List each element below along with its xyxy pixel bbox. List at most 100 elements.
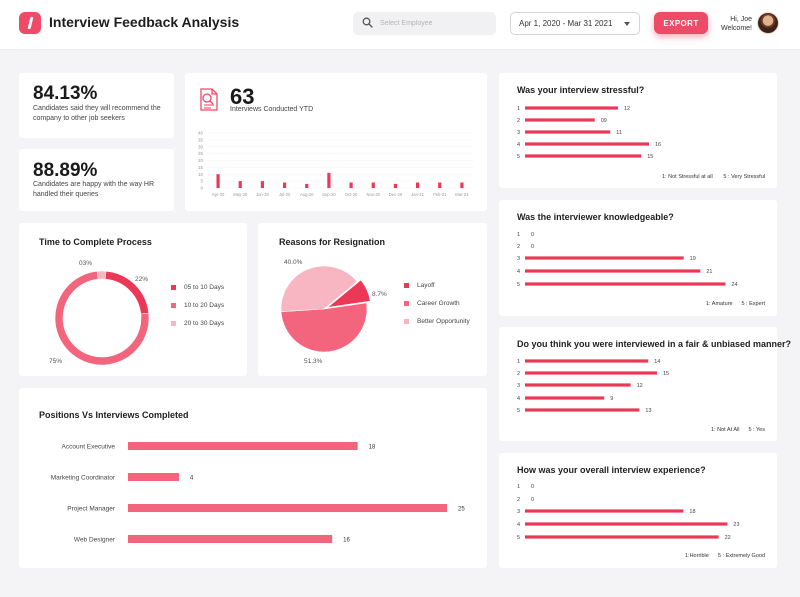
page-title: Interview Feedback Analysis: [49, 14, 240, 30]
scale-right-label: 5 : Very Stressful: [723, 174, 765, 180]
value-label: 13: [645, 408, 651, 414]
positions-card: Positions Vs Interviews Completed Accoun…: [19, 388, 487, 568]
category-label: 5: [517, 282, 520, 288]
legend-item: Layoff: [404, 281, 470, 290]
category-label: 2: [517, 371, 520, 377]
bar: [525, 106, 618, 110]
fair-bar-chart: 1 14 2 15 3 12 4 9 5 13 1: Not At All 5 : Yes: [517, 359, 765, 433]
y-tick-label: 35: [198, 137, 204, 142]
y-tick-label: 20: [198, 158, 204, 163]
bar: [327, 172, 331, 188]
category-label: Project Manager: [67, 506, 116, 513]
value-label: 0: [531, 244, 534, 250]
kpi-description: Interviews Conducted YTD: [230, 106, 314, 113]
bar: [128, 504, 447, 512]
resignation-legend: Layoff Career Growth Better Opportunity: [404, 281, 470, 335]
bar: [525, 383, 631, 387]
bar: [415, 182, 420, 188]
resignation-pie-chart: 8.7% 51.3% 40.0%: [280, 259, 387, 365]
value-label: 18: [369, 445, 376, 451]
category-label: Account Executive: [62, 444, 116, 451]
legend-label: 10 to 20 Days: [184, 302, 225, 309]
y-tick-label: 25: [198, 151, 204, 156]
chart-title: Time to Complete Process: [39, 237, 152, 247]
survey-card-stressful: Was your interview stressful? 1 12 2 09 3 11 4…: [499, 73, 777, 188]
category-label: 2: [517, 244, 520, 250]
scale-left-label: 1: Not At All: [711, 427, 739, 433]
value-label: 09: [601, 118, 607, 124]
value-label: 16: [655, 142, 661, 148]
category-label: 3: [517, 256, 520, 262]
date-range-select[interactable]: Apr 1, 2020 - Mar 31 2021: [510, 12, 640, 35]
time-legend: 05 to 10 Days 10 to 20 Days 20 to 30 Day…: [171, 283, 224, 337]
value-label: 25: [458, 507, 465, 513]
x-tick-label: Jul-20: [279, 192, 291, 197]
slice-label: 75%: [49, 358, 62, 365]
kpi-description: Candidates are happy with the way HR han…: [33, 181, 155, 198]
donut-slice: [96, 270, 107, 280]
category-label: 1: [517, 106, 520, 112]
bar: [128, 473, 180, 481]
legend-item: 10 to 20 Days: [171, 301, 224, 310]
legend-label: Career Growth: [417, 300, 460, 307]
bar: [349, 182, 353, 188]
category-label: 5: [517, 154, 520, 160]
legend-swatch: [171, 285, 176, 290]
value-label: 15: [647, 154, 653, 160]
kpi-card-happy: 88.89% Candidates are happy with the way…: [19, 149, 174, 211]
chart-title: How was your overall interview experienc…: [517, 465, 706, 475]
category-label: 1: [517, 484, 520, 490]
kpi-value: 88.89%: [33, 160, 98, 181]
y-tick-label: 10: [198, 172, 204, 177]
overall-bar-chart: 1 0 2 0 3 18 4 23 5 22 1:Horrible 5 : Extremely Goo…: [517, 484, 765, 559]
slice-label: 40.0%: [284, 259, 303, 266]
export-button[interactable]: EXPORT: [654, 12, 708, 34]
kpi-card-recommend: 84.13% Candidates said they will recomme…: [19, 73, 174, 138]
chart-title: Was your interview stressful?: [517, 85, 645, 95]
slice-label: 22%: [135, 276, 148, 283]
legend-label: Layoff: [417, 282, 435, 289]
x-tick-label: Jan-21: [411, 192, 424, 197]
bar: [128, 535, 333, 543]
value-label: 4: [190, 476, 194, 482]
employee-search[interactable]: [353, 12, 496, 35]
user-greeting: Hi, Joe Welcome!: [712, 15, 752, 33]
bar: [238, 181, 242, 188]
greeting-name: Hi, Joe: [730, 16, 752, 23]
top-bar: Interview Feedback Analysis Apr 1, 2020 …: [0, 0, 800, 50]
y-tick-label: 40: [198, 131, 204, 136]
legend-swatch: [171, 321, 176, 326]
legend-label: Better Opportunity: [417, 318, 470, 325]
pie-slice: [280, 265, 358, 313]
search-input[interactable]: [380, 15, 490, 32]
bar: [525, 509, 684, 513]
pie-slice: [280, 302, 368, 353]
scale-right-label: 5 : Expert: [741, 301, 765, 307]
bar: [128, 442, 358, 450]
resignation-card: Reasons for Resignation 8.7% 51.3% 40.0% L…: [258, 223, 487, 376]
chart-title: Was the interviewer knowledgeable?: [517, 212, 674, 222]
legend-swatch: [404, 319, 409, 324]
value-label: 11: [616, 130, 622, 136]
scale-left-label: 1:Horrible: [685, 553, 709, 559]
category-label: 3: [517, 130, 520, 136]
avatar[interactable]: [757, 12, 779, 34]
kpi-description: Candidates said they will recommend the …: [33, 105, 161, 122]
bar: [525, 359, 649, 363]
bar: [525, 154, 642, 158]
survey-card-knowledgeable: Was the interviewer knowledgeable? 1 0 2 0 3…: [499, 200, 777, 316]
category-label: 4: [517, 522, 520, 528]
category-label: 1: [517, 359, 520, 365]
slice-label: 8.7%: [372, 291, 387, 298]
x-tick-label: Aug-20: [300, 192, 314, 197]
bar: [525, 118, 595, 122]
bar: [525, 535, 719, 539]
app-logo-icon: [19, 12, 41, 34]
bar: [525, 282, 726, 286]
y-tick-label: 0: [200, 186, 203, 191]
bar: [460, 182, 464, 188]
x-tick-label: Sep-20: [322, 192, 336, 197]
bar: [525, 371, 657, 375]
legend-swatch: [404, 283, 409, 288]
chevron-down-icon: [624, 22, 630, 26]
